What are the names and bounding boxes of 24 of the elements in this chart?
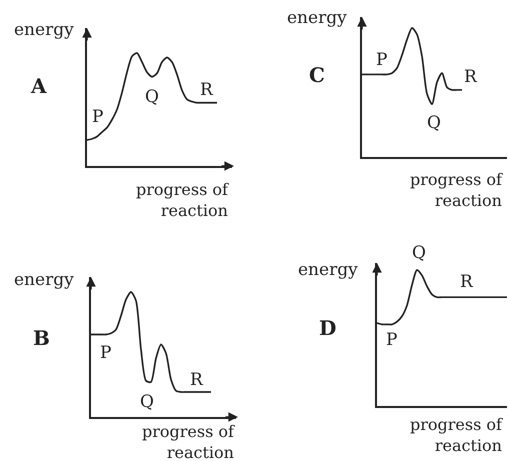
annotation: Q [140,392,154,412]
x-axis-title: progress of reaction [410,415,504,455]
text: Q [412,243,426,263]
annotation: R [460,272,474,292]
annotation: Q [427,113,441,133]
text: C [309,63,325,87]
y-axis-title: energy [14,20,74,40]
x-axis-title: progress of reaction [142,422,236,461]
annotation: R [464,67,478,87]
annotation: P [100,343,112,363]
annotation: Q [145,87,159,107]
text: D [319,316,336,340]
y-axis-title: energy [287,8,348,28]
x-axis-title: progress of reaction [136,180,230,220]
annotation: R [200,80,214,100]
annotation: R [190,370,204,390]
x-axis-title: progress of reaction [410,170,504,210]
annotation: P [92,107,104,127]
text: B [33,326,50,350]
y-axis-title: energy [14,270,74,290]
y-axis-title: energy [298,260,358,280]
annotation: P [386,330,398,350]
text: A [30,74,47,98]
annotation: P [376,50,388,70]
